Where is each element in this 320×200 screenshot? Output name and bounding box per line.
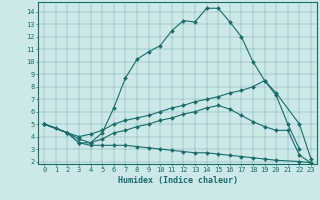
X-axis label: Humidex (Indice chaleur): Humidex (Indice chaleur) — [118, 176, 238, 185]
